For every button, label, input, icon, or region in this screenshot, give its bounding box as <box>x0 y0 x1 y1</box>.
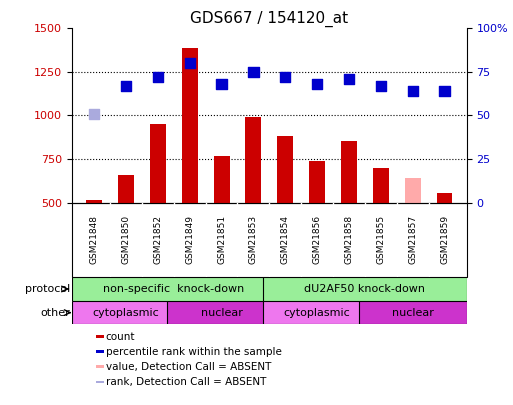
Bar <box>263 301 371 324</box>
Text: value, Detection Call = ABSENT: value, Detection Call = ABSENT <box>106 362 271 372</box>
Bar <box>373 168 389 202</box>
Point <box>154 74 162 80</box>
Text: cytoplasmic: cytoplasmic <box>284 308 350 318</box>
Text: GSM21857: GSM21857 <box>408 215 417 264</box>
Bar <box>341 141 357 202</box>
Text: count: count <box>106 332 135 342</box>
Text: GSM21850: GSM21850 <box>122 215 130 264</box>
Point <box>313 81 321 87</box>
Text: GSM21852: GSM21852 <box>153 215 162 264</box>
Bar <box>118 175 134 202</box>
Bar <box>95 335 104 338</box>
Point <box>186 60 194 66</box>
Text: nuclear: nuclear <box>392 308 433 318</box>
Text: GSM21858: GSM21858 <box>344 215 353 264</box>
Bar <box>72 301 180 324</box>
Text: cytoplasmic: cytoplasmic <box>93 308 160 318</box>
Point <box>281 74 289 80</box>
Point <box>218 81 226 87</box>
Text: GSM21853: GSM21853 <box>249 215 258 264</box>
Bar <box>150 124 166 202</box>
Bar <box>72 277 275 301</box>
Text: GSM21854: GSM21854 <box>281 215 290 264</box>
Bar <box>309 161 325 202</box>
Point <box>122 83 130 89</box>
Text: rank, Detection Call = ABSENT: rank, Detection Call = ABSENT <box>106 377 266 387</box>
Point <box>249 69 258 75</box>
Point <box>441 88 449 94</box>
Point <box>377 83 385 89</box>
Bar <box>95 365 104 368</box>
Text: GSM21855: GSM21855 <box>377 215 385 264</box>
Text: non-specific  knock-down: non-specific knock-down <box>103 284 244 294</box>
Bar <box>167 301 275 324</box>
Bar <box>95 381 104 383</box>
Text: GSM21859: GSM21859 <box>440 215 449 264</box>
Point <box>90 111 98 117</box>
Point <box>345 76 353 82</box>
Bar <box>263 277 467 301</box>
Text: GSM21848: GSM21848 <box>90 215 98 264</box>
Text: GSM21849: GSM21849 <box>185 215 194 264</box>
Text: protocol: protocol <box>25 284 70 294</box>
Bar <box>278 136 293 202</box>
Bar <box>245 117 261 202</box>
Text: dU2AF50 knock-down: dU2AF50 knock-down <box>304 284 425 294</box>
Text: GSM21851: GSM21851 <box>217 215 226 264</box>
Text: GSM21856: GSM21856 <box>312 215 322 264</box>
Text: nuclear: nuclear <box>201 308 243 318</box>
Text: other: other <box>41 308 70 318</box>
Bar <box>359 301 467 324</box>
Bar <box>95 350 104 353</box>
Bar <box>182 47 198 202</box>
Bar <box>213 156 229 202</box>
Text: percentile rank within the sample: percentile rank within the sample <box>106 347 282 357</box>
Point <box>408 88 417 94</box>
Title: GDS667 / 154120_at: GDS667 / 154120_at <box>190 11 348 27</box>
Bar <box>405 178 421 202</box>
Bar <box>86 200 102 202</box>
Bar <box>437 193 452 202</box>
